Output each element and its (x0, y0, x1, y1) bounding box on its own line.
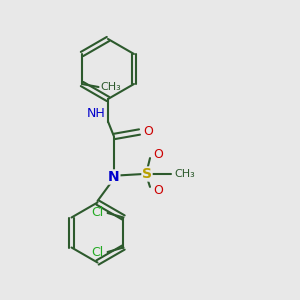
Text: S: S (142, 167, 152, 181)
Text: CH₃: CH₃ (100, 82, 121, 92)
Text: CH₃: CH₃ (174, 169, 195, 179)
Text: O: O (143, 125, 153, 139)
Text: N: N (108, 170, 120, 184)
Text: Cl: Cl (91, 245, 104, 259)
Text: Cl: Cl (91, 206, 104, 220)
Text: O: O (154, 184, 164, 197)
Text: O: O (154, 148, 164, 161)
Text: NH: NH (87, 107, 106, 120)
